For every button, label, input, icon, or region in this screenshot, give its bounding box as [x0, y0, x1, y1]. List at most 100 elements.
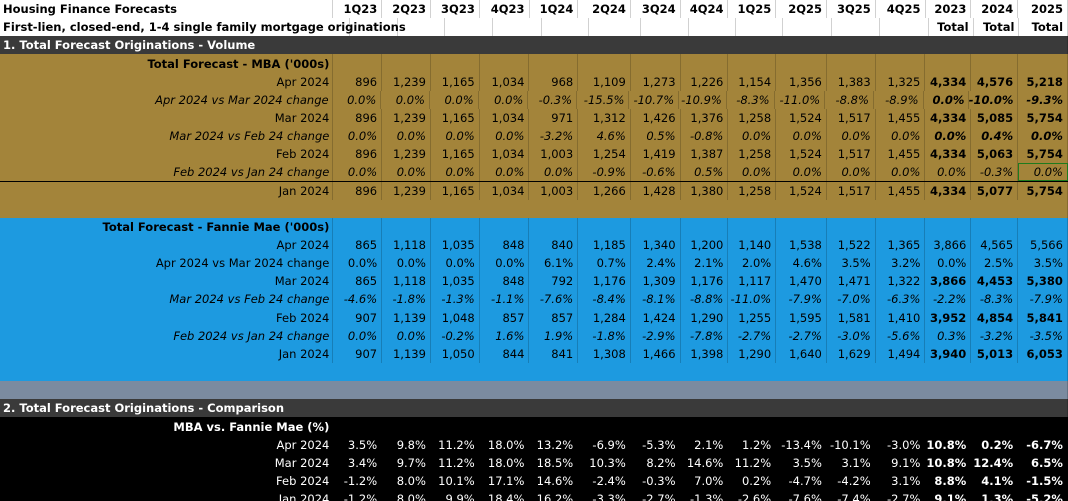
- data-cell[interactable]: 1,165: [431, 145, 480, 164]
- data-cell[interactable]: 1,325: [876, 72, 926, 91]
- data-cell[interactable]: 1,455: [876, 108, 926, 128]
- data-cell[interactable]: 0.0%: [430, 90, 479, 109]
- data-cell[interactable]: -3.0%: [876, 435, 926, 454]
- data-cell[interactable]: 1,165: [431, 72, 480, 91]
- data-cell[interactable]: -2.6%: [728, 490, 777, 501]
- data-cell[interactable]: 1,034: [480, 108, 530, 128]
- data-cell[interactable]: 1,455: [876, 145, 926, 164]
- data-cell[interactable]: 0.0%: [925, 127, 972, 146]
- data-cell[interactable]: 0.0%: [333, 163, 383, 182]
- data-cell[interactable]: 1,258: [728, 145, 777, 164]
- data-cell[interactable]: -3.5%: [1018, 326, 1068, 345]
- column-header[interactable]: 1Q25: [728, 0, 777, 19]
- data-cell[interactable]: -13.4%: [776, 435, 827, 454]
- data-cell[interactable]: -2.7%: [728, 326, 777, 345]
- column-header[interactable]: 2Q24: [578, 0, 631, 19]
- data-cell[interactable]: 18.0%: [480, 435, 530, 454]
- data-cell[interactable]: 971: [529, 108, 579, 128]
- data-cell[interactable]: 4.1%: [971, 471, 1019, 491]
- data-cell[interactable]: 1,200: [681, 235, 729, 255]
- data-cell[interactable]: -1.3%: [681, 490, 729, 501]
- data-cell[interactable]: 1,185: [578, 235, 631, 255]
- data-cell[interactable]: 14.6%: [681, 453, 729, 472]
- data-cell[interactable]: 6,053: [1018, 344, 1068, 363]
- data-cell[interactable]: 1,117: [728, 272, 777, 291]
- data-cell[interactable]: -0.3%: [528, 90, 577, 109]
- data-cell[interactable]: 1,139: [382, 308, 431, 327]
- data-cell[interactable]: 4,576: [971, 72, 1019, 91]
- data-cell[interactable]: -8.8%: [825, 90, 874, 109]
- column-header[interactable]: 4Q24: [681, 0, 729, 19]
- data-cell[interactable]: -1.3%: [431, 290, 480, 309]
- data-cell[interactable]: 1,356: [776, 72, 827, 91]
- data-cell[interactable]: 8.2%: [631, 453, 681, 472]
- data-cell[interactable]: 0.0%: [1018, 163, 1068, 182]
- data-cell[interactable]: -1.5%: [1018, 471, 1068, 491]
- data-cell[interactable]: 1,290: [681, 308, 729, 327]
- data-cell[interactable]: 0.0%: [431, 163, 480, 182]
- data-cell[interactable]: 0.0%: [382, 254, 431, 273]
- data-cell[interactable]: -0.9%: [578, 163, 631, 182]
- column-header[interactable]: 2Q23: [382, 0, 432, 19]
- data-cell[interactable]: 1,376: [681, 108, 729, 128]
- data-cell[interactable]: 5,754: [1018, 181, 1068, 200]
- data-cell[interactable]: 10.8%: [925, 453, 972, 472]
- data-cell[interactable]: -1.2%: [333, 490, 383, 501]
- data-cell[interactable]: -7.9%: [776, 290, 827, 309]
- data-cell[interactable]: 10.3%: [578, 453, 631, 472]
- data-cell[interactable]: 3,866: [925, 235, 972, 255]
- data-cell[interactable]: 0.0%: [827, 163, 876, 182]
- data-cell[interactable]: -8.8%: [681, 290, 729, 309]
- data-cell[interactable]: 9.1%: [876, 453, 926, 472]
- data-cell[interactable]: -11.0%: [775, 90, 826, 109]
- data-cell[interactable]: 17.1%: [480, 471, 530, 491]
- data-cell[interactable]: 1,258: [728, 108, 777, 128]
- data-cell[interactable]: -2.7%: [631, 490, 681, 501]
- data-cell[interactable]: 9.8%: [382, 435, 431, 454]
- data-cell[interactable]: 896: [333, 108, 383, 128]
- data-cell[interactable]: 0.0%: [333, 127, 383, 146]
- data-cell[interactable]: -1.2%: [333, 471, 383, 491]
- data-cell[interactable]: 1,118: [382, 235, 431, 255]
- data-cell[interactable]: 1,239: [382, 145, 431, 164]
- data-cell[interactable]: -2.4%: [578, 471, 631, 491]
- data-cell[interactable]: 1,424: [631, 308, 681, 327]
- data-cell[interactable]: 6.1%: [529, 254, 579, 273]
- data-cell[interactable]: 1.6%: [480, 326, 530, 345]
- column-header[interactable]: 2024: [971, 0, 1019, 19]
- data-cell[interactable]: 1.9%: [529, 326, 579, 345]
- data-cell[interactable]: 0.7%: [578, 254, 631, 273]
- data-cell[interactable]: 3.1%: [827, 453, 876, 472]
- data-cell[interactable]: -3.3%: [578, 490, 631, 501]
- data-cell[interactable]: 1,410: [876, 308, 926, 327]
- data-cell[interactable]: -10.7%: [629, 90, 680, 109]
- data-cell[interactable]: 1,266: [578, 181, 631, 200]
- data-cell[interactable]: 844: [480, 344, 530, 363]
- data-cell[interactable]: 1,387: [681, 145, 729, 164]
- data-cell[interactable]: 1,581: [827, 308, 876, 327]
- data-cell[interactable]: 5,380: [1018, 272, 1068, 291]
- data-cell[interactable]: 840: [529, 235, 579, 255]
- data-cell[interactable]: 0.0%: [876, 163, 926, 182]
- data-cell[interactable]: 5,013: [971, 344, 1019, 363]
- data-cell[interactable]: -8.4%: [578, 290, 631, 309]
- data-cell[interactable]: 1,419: [631, 145, 681, 164]
- data-cell[interactable]: 1,524: [776, 108, 827, 128]
- data-cell[interactable]: 1,254: [578, 145, 631, 164]
- data-cell[interactable]: 1,003: [529, 145, 579, 164]
- data-cell[interactable]: 2.0%: [728, 254, 777, 273]
- data-cell[interactable]: 792: [529, 272, 579, 291]
- data-cell[interactable]: 907: [333, 344, 383, 363]
- data-cell[interactable]: 0.0%: [827, 127, 876, 146]
- data-cell[interactable]: 1,426: [631, 108, 681, 128]
- data-cell[interactable]: 5,085: [971, 108, 1019, 128]
- data-cell[interactable]: 0.0%: [776, 127, 827, 146]
- data-cell[interactable]: -5.3%: [631, 435, 681, 454]
- data-cell[interactable]: -0.3%: [971, 163, 1019, 182]
- data-cell[interactable]: 0.0%: [876, 127, 926, 146]
- data-cell[interactable]: 6.5%: [1018, 453, 1068, 472]
- data-cell[interactable]: 1,165: [431, 108, 480, 128]
- data-cell[interactable]: 0.0%: [382, 127, 431, 146]
- data-cell[interactable]: 1,517: [827, 108, 876, 128]
- data-cell[interactable]: 1,034: [480, 72, 530, 91]
